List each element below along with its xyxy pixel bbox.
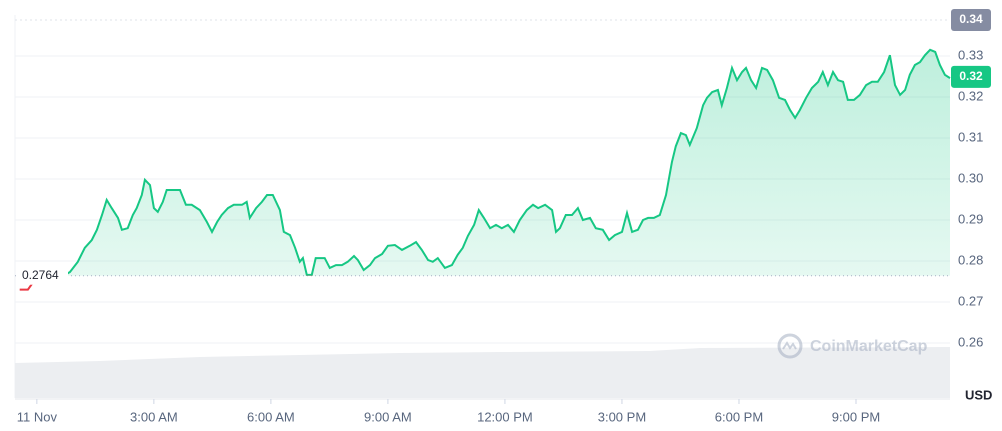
y-tick-label: 0.31: [958, 129, 983, 144]
x-tick-label: 12:00 PM: [477, 409, 533, 424]
price-badge-label: 0.34: [959, 12, 983, 26]
y-tick-label: 0.29: [958, 211, 983, 226]
x-tick-label: 9:00 PM: [832, 409, 880, 424]
baseline-label: 0.2764: [22, 268, 59, 282]
x-tick-label: 3:00 AM: [130, 409, 178, 424]
y-tick-label: 0.28: [958, 252, 983, 267]
x-tick-label: 3:00 PM: [598, 409, 646, 424]
y-tick-label: 0.26: [958, 334, 983, 349]
y-tick-label: 0.33: [958, 47, 983, 62]
x-tick-label: 6:00 AM: [247, 409, 295, 424]
y-tick-label: 0.30: [958, 170, 983, 185]
baseline-label-bg: [18, 266, 68, 285]
price-badge: [951, 9, 991, 31]
x-tick-label: 11 Nov: [17, 409, 58, 424]
watermark: CoinMarketCap: [777, 333, 928, 359]
x-tick-label: 9:00 AM: [364, 409, 412, 424]
price-badge: [951, 65, 991, 88]
price-badge-label: 0.32: [959, 69, 983, 83]
y-tick-label: 0.27: [958, 293, 983, 308]
y-tick-label: 0.32: [958, 88, 983, 103]
price-line: [61, 48, 951, 276]
volume-area: [15, 347, 950, 398]
watermark-text: CoinMarketCap: [810, 338, 928, 355]
x-tick-label: 6:00 PM: [715, 409, 763, 424]
area: [63, 49, 950, 276]
y-axis-label: USD: [965, 387, 992, 402]
